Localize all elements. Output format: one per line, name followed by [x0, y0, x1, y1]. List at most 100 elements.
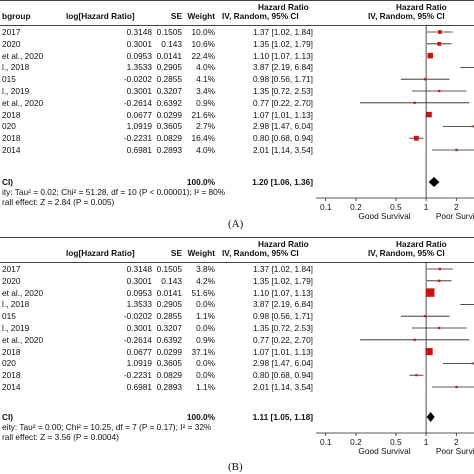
- se-value: 0.6392: [156, 334, 182, 345]
- header-loghr: log[Hazard Ratio]: [66, 248, 135, 258]
- x-tick-label: 0.5: [390, 437, 402, 447]
- header-top-rule: [0, 237, 474, 238]
- hr-ci-value: 0.98 [0.56, 1.71]: [253, 311, 313, 322]
- se-value: 0.0299: [156, 346, 182, 357]
- weight-value: 16.4%: [191, 133, 215, 144]
- header-hr-bottom: IV, Random, 95% CI: [222, 248, 299, 258]
- overall-effect-text: rall effect: Z = 2.84 (P = 0.005): [2, 197, 115, 207]
- study-name: 2018: [2, 133, 21, 144]
- se-value: 0.0141: [156, 50, 182, 61]
- hr-ci-value: 1.37 [1.02, 1.84]: [253, 27, 313, 37]
- weight-value: 1.1%: [196, 382, 215, 392]
- effect-square: [437, 279, 441, 283]
- se-value: 0.143: [161, 38, 182, 49]
- log-hr-value: -0.0202: [123, 74, 152, 85]
- forest-plot-a: bgroup log[Hazard Ratio] SE Weight Hazard Ra…: [0, 0, 474, 232]
- total-weight: 100.0%: [186, 177, 215, 187]
- effect-square: [455, 385, 458, 389]
- weight-value: 22.4%: [191, 50, 215, 61]
- header-top-rule: [0, 0, 474, 1]
- hr-ci-value: 1.35 [0.72, 2.53]: [253, 86, 313, 96]
- effect-square: [413, 135, 419, 141]
- weight-value: 0.9%: [196, 97, 215, 108]
- study-name: 2017: [2, 264, 21, 274]
- study-name: et al., 2020: [2, 97, 44, 108]
- weight-value: 4.2%: [196, 275, 215, 286]
- weight-value: 10.0%: [191, 27, 215, 37]
- total-weight: 100.0%: [186, 412, 215, 422]
- heterogeneity-text: eity: Tau² = 0.00; Chi² = 10.25, df = 7 …: [2, 422, 212, 432]
- weight-value: 21.6%: [191, 109, 215, 120]
- se-value: 0.6392: [156, 97, 182, 108]
- se-value: 0.2905: [156, 299, 182, 310]
- log-hr-value: -0.2231: [123, 133, 152, 144]
- se-value: 0.3605: [156, 358, 182, 369]
- header-hr-top: Hazard Ratio: [258, 2, 309, 12]
- hr-ci-value: 2.01 [1.14, 3.54]: [253, 145, 313, 155]
- log-hr-value: 0.0953: [126, 287, 152, 298]
- study-name: 2018: [2, 346, 21, 357]
- effect-square: [427, 52, 434, 59]
- x-tick-label: 1: [424, 202, 429, 212]
- study-name: 015: [2, 74, 16, 85]
- effect-square: [438, 326, 441, 330]
- log-hr-value: 1.3533: [126, 62, 152, 73]
- hr-ci-value: 1.35 [0.72, 2.53]: [253, 323, 313, 333]
- se-value: 0.2893: [156, 382, 182, 392]
- hr-ci-value: 0.80 [0.68, 0.94]: [253, 133, 313, 144]
- se-value: 0.2905: [156, 62, 182, 73]
- header-se: SE: [170, 248, 182, 258]
- x-tick-label: 2: [454, 437, 459, 447]
- study-name: 2020: [2, 275, 21, 286]
- header-plot-bottom: IV, Random, 95% CI: [368, 248, 445, 258]
- effect-square: [438, 89, 441, 93]
- study-name: 2014: [2, 382, 21, 392]
- effect-square: [413, 338, 416, 341]
- weight-value: 0.0%: [196, 323, 215, 333]
- se-value: 0.143: [161, 275, 182, 286]
- header-loghr: log[Hazard Ratio]: [66, 11, 135, 21]
- effect-square: [424, 315, 427, 318]
- log-hr-value: 1.0919: [126, 121, 152, 132]
- header-plot-top: Hazard Ratio: [396, 239, 447, 249]
- hr-ci-value: 0.80 [0.68, 0.94]: [253, 370, 313, 381]
- x-tick-label: 0.2: [350, 202, 362, 212]
- log-hr-value: 0.0677: [126, 109, 152, 120]
- effect-square: [426, 288, 435, 297]
- log-hr-value: 0.6981: [126, 382, 152, 392]
- x-tick-label: 0.2: [350, 437, 362, 447]
- total-label: CI): [2, 177, 14, 187]
- favours-left-label: Good Survival: [358, 446, 410, 456]
- pooled-effect-diamond: [426, 412, 435, 422]
- weight-value: 51.6%: [191, 287, 215, 298]
- log-hr-value: 0.0677: [126, 346, 152, 357]
- weight-value: 4.0%: [196, 62, 215, 73]
- total-hr-ci: 1.11 [1.05, 1.18]: [252, 412, 313, 422]
- hr-ci-value: 1.35 [1.02, 1.79]: [253, 38, 313, 49]
- weight-value: 2.7%: [196, 121, 215, 132]
- header-weight: Weight: [187, 11, 216, 21]
- header-hr-bottom: IV, Random, 95% CI: [222, 11, 299, 21]
- study-name: 020: [2, 358, 16, 369]
- effect-square: [415, 374, 418, 377]
- effect-square: [426, 111, 432, 118]
- forest-plot-b: log[Hazard Ratio] SE Weight Hazard Ratio IV,…: [0, 237, 474, 474]
- weight-value: 4.0%: [196, 145, 215, 155]
- hr-ci-value: 2.01 [1.14, 3.54]: [253, 382, 313, 392]
- log-hr-value: 0.3148: [126, 27, 152, 37]
- se-value: 0.3605: [156, 121, 182, 132]
- effect-square: [413, 101, 416, 104]
- se-value: 0.1505: [156, 27, 182, 37]
- overall-effect-text: rall effect: Z = 3.56 (P = 0.0004): [2, 432, 119, 442]
- x-tick-label: 0.1: [320, 202, 332, 212]
- hr-ci-value: 0.98 [0.56, 1.71]: [253, 74, 313, 85]
- weight-value: 1.1%: [196, 311, 215, 322]
- study-name: 2014: [2, 145, 21, 155]
- hr-ci-value: 1.10 [1.07, 1.13]: [253, 50, 313, 61]
- study-name: et al., 2020: [2, 287, 44, 298]
- log-hr-value: -0.2231: [123, 370, 152, 381]
- panel-label: (B): [228, 461, 243, 473]
- weight-value: 0.0%: [196, 358, 215, 369]
- weight-value: 0.0%: [196, 299, 215, 310]
- header-bottom-rule: [0, 262, 474, 263]
